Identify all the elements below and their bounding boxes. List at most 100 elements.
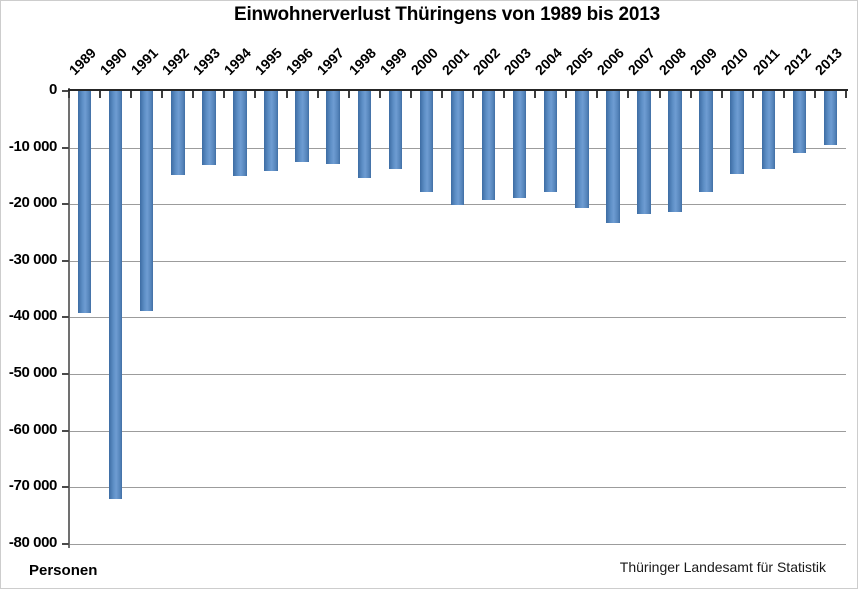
category-tick-0 [68,91,70,98]
bar-2000 [419,91,434,192]
bar-2007 [637,91,651,214]
y-axis-label-7: -70 000 [8,477,57,495]
bar-2002 [481,91,496,200]
x-axis-label-2001: 2001 [438,44,472,78]
category-tick-22 [751,91,754,98]
gridline-6 [69,430,846,432]
x-axis-label-1996: 1996 [283,44,317,78]
category-tick-19 [658,91,661,98]
x-axis-label-1991: 1991 [127,44,161,78]
category-tick-1 [99,91,102,98]
y-axis-label-4: -40 000 [8,307,57,325]
category-tick-16 [565,91,568,98]
y-axis-tick-7 [62,486,69,489]
y-axis-tick-6 [62,429,69,432]
bar-1995 [264,91,278,171]
bar-2005 [575,91,589,208]
x-axis-label-2010: 2010 [718,44,752,78]
category-tick-8 [316,91,319,98]
x-axis-label-1990: 1990 [96,44,130,78]
bar-2012 [792,91,807,153]
bar-1990 [108,91,123,499]
bar-2001 [450,91,465,205]
gridline-8 [69,543,846,545]
x-axis-label-2004: 2004 [531,44,566,78]
bar-1996 [295,91,309,162]
y-axis-tick-5 [62,373,69,375]
x-axis-label-1992: 1992 [158,44,193,78]
category-tick-3 [161,91,164,98]
category-tick-9 [347,91,350,98]
x-axis-label-2012: 2012 [780,44,814,78]
x-axis-label-2009: 2009 [687,44,721,78]
x-axis-label-1994: 1994 [220,44,255,78]
category-tick-21 [720,91,723,98]
category-tick-17 [596,91,599,98]
bar-2003 [512,91,527,198]
category-tick-5 [223,91,226,98]
gridline-5 [69,374,846,375]
bar-2006 [606,91,620,223]
y-axis-tick-4 [62,316,69,319]
x-axis-label-1999: 1999 [376,44,410,78]
bar-1989 [77,91,92,313]
y-axis-line [68,88,70,548]
x-axis-label-2000: 2000 [407,44,441,78]
y-axis-tick-2 [62,203,69,206]
x-axis-label-2005: 2005 [562,44,597,78]
y-axis-tick-3 [62,259,69,262]
y-axis-label-6: -60 000 [8,420,57,438]
bar-2004 [543,91,558,192]
category-tick-12 [440,91,443,98]
bar-1992 [171,91,185,175]
y-axis-label-3: -30 000 [8,250,57,268]
y-axis-tick-0 [62,90,69,92]
y-axis-label-2: -20 000 [8,194,57,212]
bar-1997 [326,91,340,164]
bar-1994 [233,91,247,176]
x-axis-label-1989: 1989 [65,44,99,78]
bar-1993 [202,91,216,165]
category-tick-13 [472,91,475,98]
x-axis-label-2011: 2011 [749,45,783,78]
y-axis-label-8: -80 000 [8,533,57,551]
category-tick-15 [534,91,537,98]
category-tick-7 [285,91,288,98]
category-tick-20 [689,91,692,98]
bar-1999 [388,91,403,169]
x-axis-label-1993: 1993 [189,44,224,78]
category-tick-23 [782,91,785,98]
y-axis-label-1: -10 000 [8,137,57,155]
x-axis-label-1997: 1997 [314,44,348,78]
category-tick-11 [409,91,412,98]
category-tick-14 [503,91,506,98]
category-tick-18 [627,91,630,98]
bar-1998 [357,91,371,178]
x-axis-label-1995: 1995 [251,44,286,78]
bar-2011 [761,91,776,169]
x-axis-label-1998: 1998 [345,44,379,78]
category-tick-4 [192,91,195,98]
gridline-4 [69,317,846,319]
bar-2010 [730,91,744,174]
gridline-3 [69,260,846,262]
x-axis-label-2013: 2013 [811,44,845,78]
y-axis-label-5: -50 000 [8,364,57,381]
category-tick-10 [378,91,381,98]
y-axis-tick-8 [62,542,69,545]
x-axis-label-2002: 2002 [469,44,503,78]
category-tick-2 [130,91,133,98]
x-axis-label-2007: 2007 [624,44,659,78]
zero-axis-line [68,89,848,91]
bar-1991 [139,91,154,311]
bar-2008 [668,91,682,212]
category-tick-25 [845,91,847,98]
bar-2013 [823,91,838,145]
x-axis-label-2006: 2006 [593,44,628,78]
chart-title: Einwohnerverlust Thüringens von 1989 bis… [233,4,661,25]
x-axis-label-2003: 2003 [500,44,534,78]
source-attribution-label: Thüringer Landesamt für Statistik [619,559,826,575]
y-axis-label-0: 0 [49,81,57,98]
y-axis-unit-label: Personen [29,562,98,579]
